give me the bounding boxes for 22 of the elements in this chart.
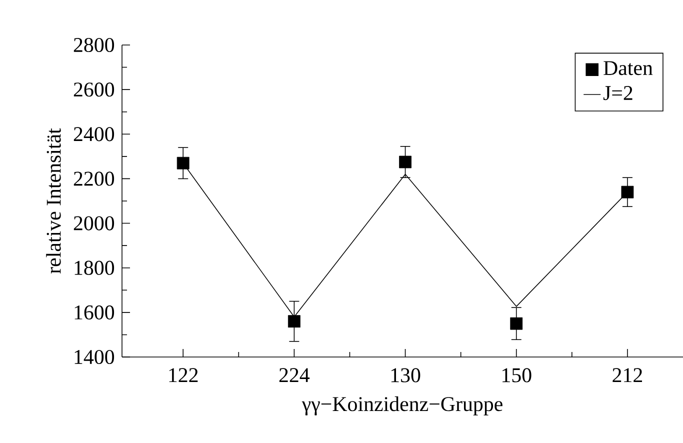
x-tick-label: 150	[502, 368, 532, 382]
x-tick-label: 130	[391, 368, 420, 382]
y-tick-label: 2800	[74, 38, 114, 52]
legend-label: J=2	[603, 86, 632, 100]
y-axis-title: relative Intensität	[46, 128, 61, 274]
y-tick-label: 2600	[74, 82, 114, 97]
point	[288, 315, 300, 328]
y-tick-label: 1600	[74, 305, 114, 320]
y-tick-label: 2400	[74, 127, 114, 142]
x-axis-title: γγ−Koinzidenz−Gruppe	[302, 396, 502, 416]
point	[621, 186, 634, 198]
point	[176, 156, 190, 170]
y-tick-label: 2200	[74, 172, 114, 186]
point	[399, 156, 412, 168]
y-tick-label: 1400	[74, 350, 114, 364]
x-tick-label: 122	[169, 368, 198, 382]
point	[510, 317, 523, 330]
legend-label: Daten	[604, 61, 653, 76]
y-tick-label: 2000	[74, 216, 114, 230]
y-tick-label: 1800	[74, 260, 114, 275]
x-tick-label: 224	[279, 368, 310, 382]
x-tick-label: 212	[612, 368, 642, 382]
